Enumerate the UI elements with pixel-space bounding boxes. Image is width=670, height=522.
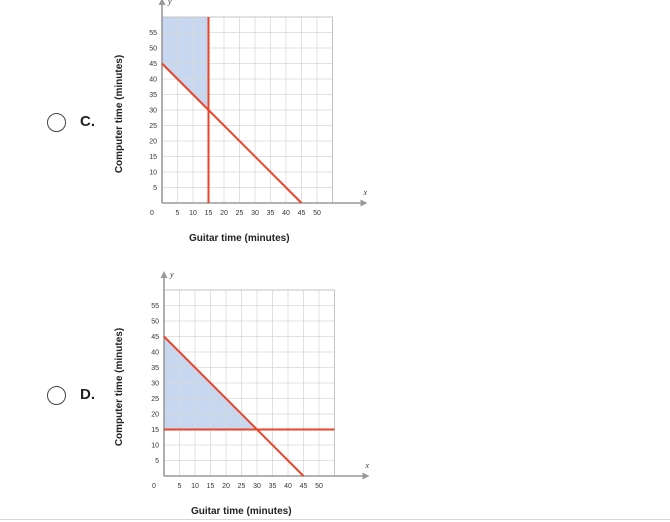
y-tick-label: 20: [151, 412, 159, 419]
y-tick-label: 30: [151, 381, 159, 388]
y-tick-label: 10: [151, 443, 159, 450]
option-d-radio[interactable]: [47, 386, 66, 405]
origin-label: 0: [150, 210, 154, 217]
x-axis-letter: x: [365, 461, 370, 470]
boundary-line-1: [163, 335, 305, 477]
x-tick-label: 40: [282, 210, 290, 217]
x-tick-label: 10: [189, 210, 197, 217]
y-tick-label: 15: [151, 427, 159, 434]
y-tick-label: 35: [151, 365, 159, 372]
x-tick-label: 25: [238, 483, 246, 490]
y-axis-arrow-icon: [160, 271, 168, 278]
x-tick-label: 45: [298, 210, 306, 217]
x-axis-title: Guitar time (minutes): [191, 506, 292, 517]
option-d-letter: D.: [80, 386, 95, 403]
x-tick-label: 10: [191, 483, 199, 490]
y-tick-label: 25: [149, 123, 157, 130]
y-tick-label: 25: [151, 396, 159, 403]
x-tick-label: 30: [253, 483, 261, 490]
x-tick-label: 40: [284, 483, 292, 490]
y-tick-label: 40: [151, 350, 159, 357]
x-axis-title: Guitar time (minutes): [189, 233, 290, 244]
y-tick-label: 30: [149, 108, 157, 115]
origin-label: 0: [152, 483, 156, 490]
x-tick-label: 25: [236, 210, 244, 217]
x-tick-label: 45: [300, 483, 308, 490]
x-axis-letter: x: [363, 188, 368, 197]
option-c-graph: x y 0 5 10 15 20 25 30 35 40 45 50 5 10 15 20 25 30 35 40 45 5…: [114, 0, 368, 244]
x-tick-label: 20: [220, 210, 228, 217]
y-tick-label: 45: [149, 61, 157, 68]
y-axis-letter: y: [167, 0, 172, 6]
y-tick-label: 10: [149, 170, 157, 177]
option-d-graph: x y 0 5 10 15 20 25 30 35 40 45 50 5 10 15 20 25 30 35 40 45 5…: [114, 270, 370, 517]
y-tick-label: 20: [149, 139, 157, 146]
option-c-radio[interactable]: [47, 113, 66, 132]
y-tick-label: 40: [149, 77, 157, 84]
x-tick-label: 5: [176, 210, 180, 217]
y-tick-label: 5: [155, 458, 159, 465]
x-axis-arrow-icon: [362, 472, 370, 480]
y-tick-label: 35: [149, 92, 157, 99]
x-tick-label: 5: [178, 483, 182, 490]
y-axis-title: Computer time (minutes): [114, 328, 125, 446]
y-axis-title: Computer time (minutes): [114, 55, 125, 173]
x-tick-label: 50: [313, 210, 321, 217]
x-tick-label: 30: [251, 210, 259, 217]
y-tick-label: 55: [151, 303, 159, 310]
option-c[interactable]: C. x y 0 5 10 15 20 25 30 35 40 45 50 5 10 15 20 25 30 35 40…: [0, 0, 670, 260]
x-tick-label: 15: [207, 483, 215, 490]
bottom-divider: [0, 519, 670, 520]
y-axis-arrow-icon: [158, 0, 166, 5]
option-c-letter: C.: [80, 113, 95, 130]
x-tick-label: 35: [267, 210, 275, 217]
x-tick-label: 50: [315, 483, 323, 490]
x-tick-label: 15: [205, 210, 213, 217]
y-tick-label: 50: [151, 319, 159, 326]
boundary-line-1: [161, 62, 303, 204]
y-tick-label: 15: [149, 154, 157, 161]
y-tick-label: 50: [149, 46, 157, 53]
x-axis-arrow-icon: [360, 199, 368, 207]
option-d[interactable]: D. x y 0 5 10 15 20 25 30 35 40 45 50 5 10 15 20 25 30 35 40…: [0, 262, 670, 522]
y-axis-letter: y: [169, 270, 174, 279]
y-tick-label: 55: [149, 30, 157, 37]
x-tick-label: 35: [269, 483, 277, 490]
x-tick-label: 20: [222, 483, 230, 490]
y-tick-label: 5: [153, 185, 157, 192]
y-tick-label: 45: [151, 334, 159, 341]
